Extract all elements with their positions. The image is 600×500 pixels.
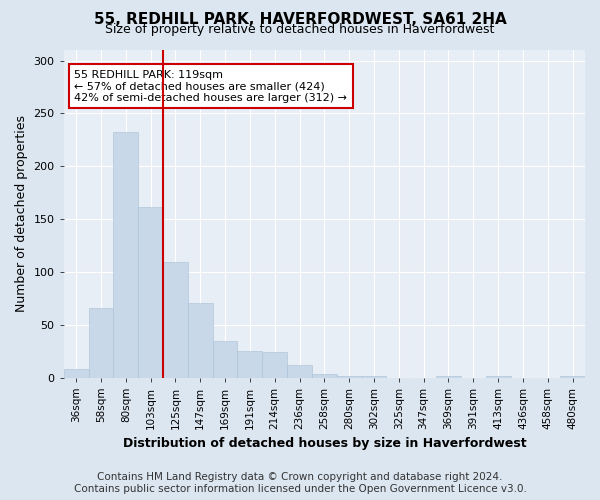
Bar: [89, 308, 113, 378]
Bar: [113, 132, 138, 378]
Bar: [138, 208, 163, 378]
Bar: [486, 376, 511, 378]
Bar: [238, 351, 262, 378]
Bar: [188, 302, 212, 378]
Bar: [287, 365, 312, 378]
Text: 55 REDHILL PARK: 119sqm
← 57% of detached houses are smaller (424)
42% of semi-d: 55 REDHILL PARK: 119sqm ← 57% of detache…: [74, 70, 347, 103]
Bar: [362, 376, 386, 378]
Bar: [312, 374, 337, 378]
Bar: [337, 376, 362, 378]
Bar: [262, 352, 287, 378]
Bar: [64, 369, 89, 378]
Bar: [560, 376, 585, 378]
Y-axis label: Number of detached properties: Number of detached properties: [15, 116, 28, 312]
Bar: [212, 340, 238, 378]
Bar: [436, 376, 461, 378]
X-axis label: Distribution of detached houses by size in Haverfordwest: Distribution of detached houses by size …: [122, 437, 526, 450]
Text: Contains HM Land Registry data © Crown copyright and database right 2024.
Contai: Contains HM Land Registry data © Crown c…: [74, 472, 526, 494]
Bar: [163, 262, 188, 378]
Text: Size of property relative to detached houses in Haverfordwest: Size of property relative to detached ho…: [106, 22, 494, 36]
Text: 55, REDHILL PARK, HAVERFORDWEST, SA61 2HA: 55, REDHILL PARK, HAVERFORDWEST, SA61 2H…: [94, 12, 506, 28]
